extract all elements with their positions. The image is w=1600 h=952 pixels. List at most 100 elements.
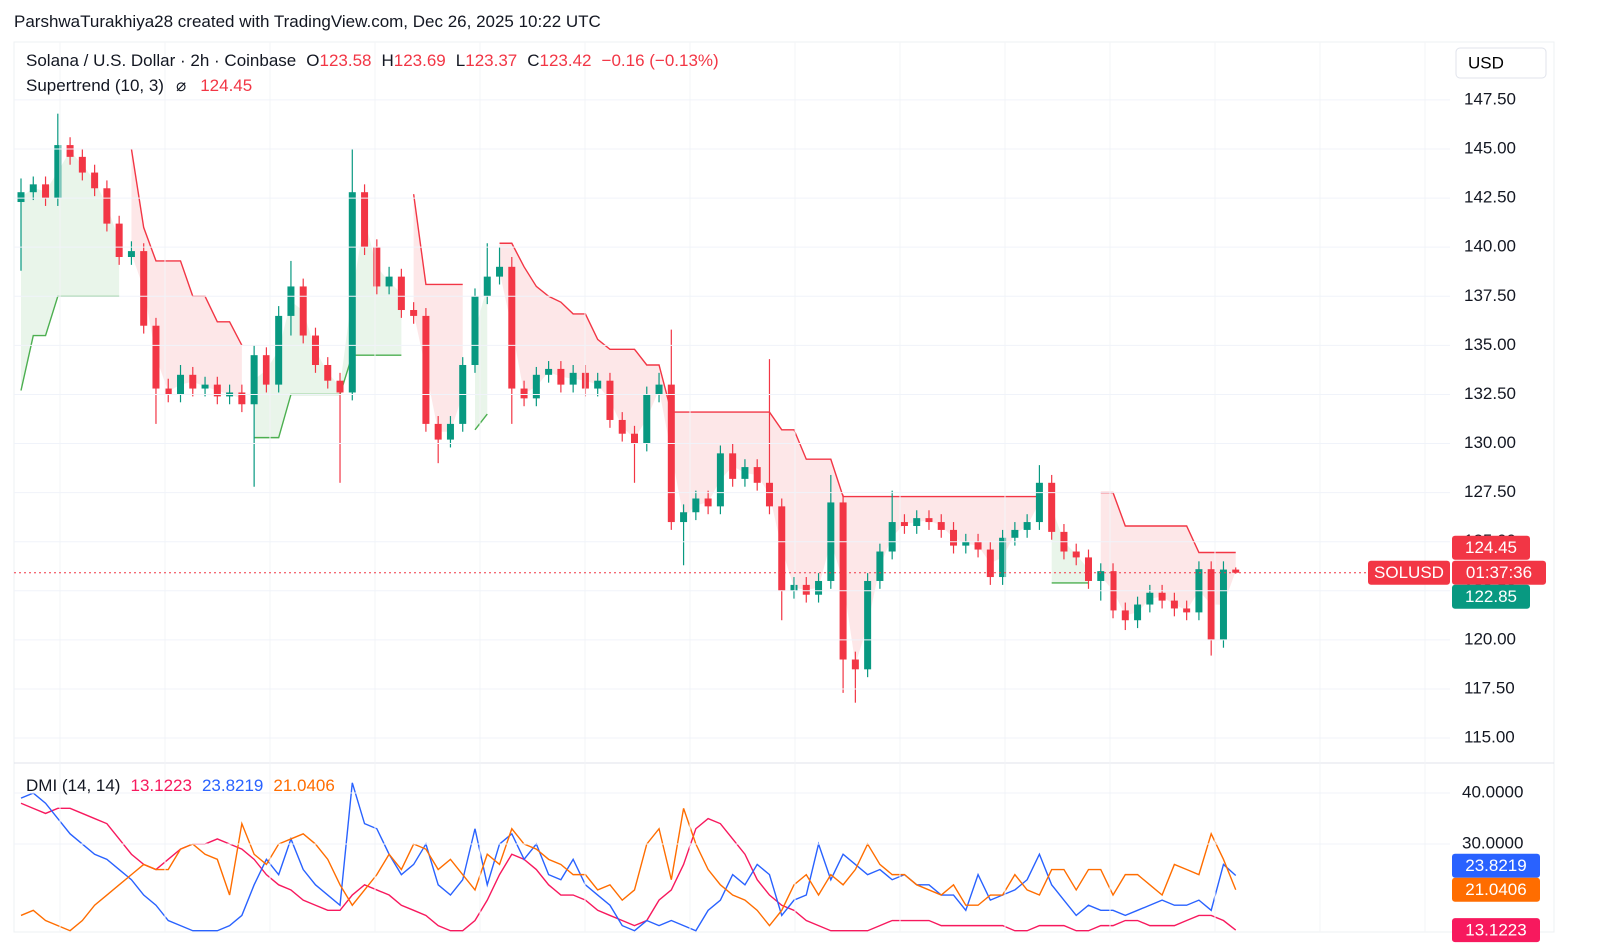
candle-body (1170, 600, 1178, 609)
candle-body (385, 276, 393, 287)
trend-fill (1051, 507, 1089, 583)
ohlc-label: L (455, 51, 466, 70)
y-tick-label: 132.50 (1464, 384, 1516, 403)
y-tick-label: 145.00 (1464, 138, 1516, 157)
candle-body (680, 512, 688, 523)
candle-body (164, 388, 172, 395)
candle-body (815, 580, 823, 595)
dmi-pill-bg (1452, 853, 1540, 878)
candle-body (729, 453, 737, 479)
candle-body (103, 188, 111, 224)
candle-body (397, 276, 405, 311)
candle-body (999, 537, 1007, 578)
supertrend-pill: 124.45 (1465, 538, 1517, 557)
candle-body (753, 467, 761, 483)
candle-body (127, 251, 135, 257)
candle-body (1072, 551, 1080, 558)
candle-body (262, 355, 270, 385)
dmi-value: 13.1223 (130, 776, 192, 795)
candle-body (78, 156, 86, 173)
currency: USD (1468, 53, 1504, 72)
candle-body (913, 518, 921, 526)
candle-body (1207, 569, 1215, 640)
y-tick-label: 115.00 (1464, 728, 1515, 747)
countdown-pill-bg (1452, 560, 1546, 585)
candle-body (974, 541, 982, 550)
trend-fill (254, 219, 402, 438)
candle-body (925, 518, 933, 523)
dmi-line (20, 782, 1237, 932)
candle-body (410, 310, 418, 316)
candle-body (115, 223, 123, 257)
dmi-pill: 21.0406 (1465, 880, 1526, 899)
candle-body (594, 380, 602, 389)
candle-body (422, 315, 430, 424)
supertrend-pill-bg (1452, 535, 1530, 560)
candle-body (311, 335, 319, 365)
symbol-pill: SOLUSD (1374, 563, 1444, 582)
candle-body (373, 247, 381, 287)
candle-body (716, 453, 724, 507)
supertrend-line (1100, 491, 1236, 554)
candle-body (238, 392, 246, 405)
y-tick-label: 30.0000 (1462, 834, 1523, 853)
ohlc-value: 123.37 (465, 51, 518, 70)
y-tick-label: 140.00 (1464, 237, 1516, 256)
candle-body (1158, 592, 1166, 601)
candle-body (189, 374, 197, 389)
dmi-pill: 23.8219 (1465, 856, 1526, 875)
candle-body (962, 541, 970, 546)
y-tick-label: 130.00 (1464, 433, 1516, 452)
candle-body (1146, 592, 1154, 605)
dmi-pill-bg (1452, 877, 1540, 902)
candle-body (361, 192, 369, 248)
candle-body (66, 145, 74, 157)
candle-body (213, 384, 221, 397)
candle-body (643, 394, 651, 444)
level-pill: 122.85 (1465, 587, 1517, 606)
candle-body (201, 384, 209, 389)
candle-body (1232, 569, 1240, 573)
supertrend-line (474, 413, 488, 431)
legend-row: Solana / U.S. Dollar · 2h · Coinbase O 12… (26, 51, 719, 71)
candle-body (91, 172, 99, 189)
candle-body (888, 522, 896, 552)
dmi-pane (20, 782, 1237, 932)
candle-body (839, 502, 847, 660)
candle-body (618, 419, 626, 434)
candle-body (299, 286, 307, 336)
symbol-pill-bg (1368, 560, 1450, 585)
candle-body (950, 529, 958, 546)
ohlc-value: 123.42 (539, 51, 592, 70)
candle-body (937, 522, 945, 530)
candle-body (1097, 571, 1105, 581)
candle-body (655, 384, 663, 395)
candle-body (348, 192, 356, 393)
change: −0.16 (−0.13%) (601, 51, 719, 70)
candle-body (1183, 608, 1191, 613)
main-pane (17, 113, 1240, 703)
candle-body (631, 433, 638, 444)
candle-body (446, 423, 454, 440)
candle-body (1011, 529, 1019, 538)
supertrend-value: 124.45 (200, 76, 253, 95)
candle-body (557, 368, 565, 385)
candle-body (692, 498, 700, 513)
visibility-icon[interactable]: ⌀ (175, 76, 187, 95)
dmi-pill: 13.1223 (1465, 921, 1526, 940)
candle-body (1048, 482, 1056, 532)
candle-body (152, 325, 160, 389)
candle-body (17, 192, 25, 203)
frame (13, 41, 1555, 933)
y-tick-label: 147.50 (1464, 89, 1516, 108)
dmi-value: 23.8219 (201, 776, 264, 795)
candle-body (1134, 604, 1142, 621)
currency-box (1455, 47, 1547, 79)
candle-body (434, 423, 442, 440)
candle-body (496, 266, 504, 277)
ohlc-value: 123.58 (319, 51, 372, 70)
candle-body (520, 388, 528, 399)
candle-body (876, 551, 884, 581)
countdown-pill: 01:37:36 (1466, 563, 1532, 582)
trend-fill (413, 194, 463, 432)
